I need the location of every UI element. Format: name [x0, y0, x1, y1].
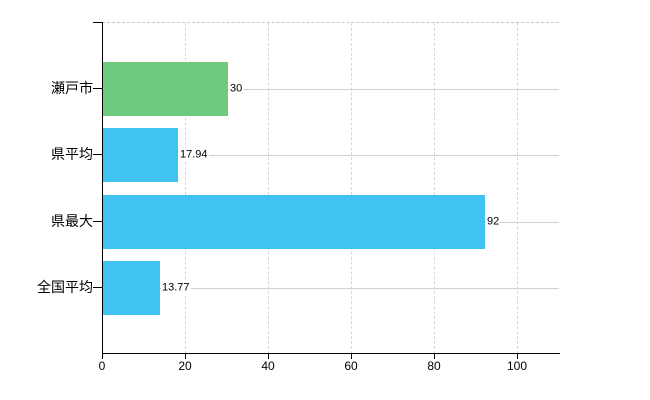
- y-gridline: [102, 288, 559, 289]
- category-label: 県平均: [51, 146, 93, 162]
- category-label: 全国平均: [37, 279, 93, 295]
- x-gridline: [268, 23, 269, 354]
- x-axis-tick: [268, 354, 269, 359]
- y-axis-end-tick: [93, 22, 102, 23]
- x-axis-tick: [102, 354, 103, 359]
- bar-value-label: 17.94: [179, 148, 209, 162]
- bar: [103, 62, 228, 116]
- bar: [103, 128, 178, 182]
- y-axis-line: [102, 22, 103, 353]
- bar-value-label: 92: [486, 215, 501, 229]
- bar-value-label: 13.77: [161, 281, 191, 295]
- x-axis-tick-label: 80: [427, 359, 441, 373]
- y-axis-tick: [93, 287, 102, 288]
- x-gridline: [185, 23, 186, 354]
- plot-area: 30 17.94 92 13.77: [102, 22, 559, 354]
- x-gridline: [434, 23, 435, 354]
- x-axis-tick-label: 40: [261, 359, 275, 373]
- y-axis-tick: [93, 221, 102, 222]
- bar-value-label: 30: [229, 82, 244, 96]
- x-gridline: [351, 23, 352, 354]
- x-gridline: [517, 23, 518, 354]
- y-gridline: [102, 89, 559, 90]
- x-axis-tick-label: 0: [98, 359, 106, 373]
- x-axis-tick: [351, 354, 352, 359]
- category-label: 瀬戸市: [51, 80, 93, 96]
- x-axis-tick: [185, 354, 186, 359]
- y-axis-tick: [93, 88, 102, 89]
- bar: [103, 195, 485, 249]
- x-axis-tick-label: 20: [178, 359, 192, 373]
- x-axis-tick-label: 60: [344, 359, 358, 373]
- category-label: 県最大: [51, 213, 93, 229]
- x-axis-line: [102, 353, 560, 354]
- x-axis-tick: [517, 354, 518, 359]
- x-axis-tick-label: 100: [506, 359, 528, 373]
- y-gridline: [102, 155, 559, 156]
- y-axis-tick: [93, 154, 102, 155]
- bar: [103, 261, 160, 315]
- x-axis-tick: [434, 354, 435, 359]
